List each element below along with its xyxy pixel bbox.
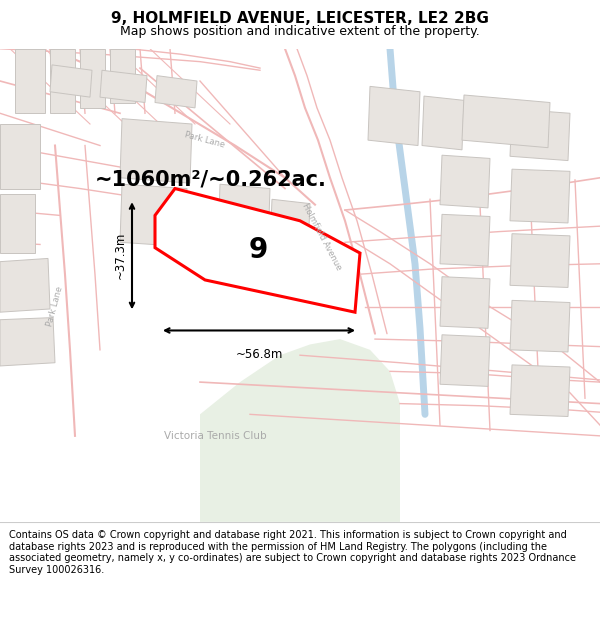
- Polygon shape: [440, 277, 490, 328]
- Text: ~56.8m: ~56.8m: [235, 348, 283, 361]
- Polygon shape: [422, 96, 464, 150]
- Polygon shape: [440, 214, 490, 266]
- Polygon shape: [462, 95, 550, 148]
- Polygon shape: [0, 124, 40, 189]
- Polygon shape: [510, 301, 570, 352]
- Polygon shape: [270, 199, 310, 251]
- Polygon shape: [50, 65, 92, 97]
- Polygon shape: [110, 49, 135, 102]
- Polygon shape: [510, 169, 570, 223]
- Polygon shape: [0, 194, 35, 253]
- Text: ~37.3m: ~37.3m: [114, 231, 127, 279]
- Polygon shape: [510, 365, 570, 416]
- Polygon shape: [120, 119, 192, 183]
- Polygon shape: [200, 339, 400, 522]
- Polygon shape: [120, 184, 187, 247]
- Polygon shape: [50, 49, 75, 113]
- Text: 9: 9: [248, 236, 268, 264]
- Polygon shape: [155, 76, 197, 108]
- Text: Map shows position and indicative extent of the property.: Map shows position and indicative extent…: [120, 25, 480, 38]
- Polygon shape: [440, 335, 490, 386]
- Text: ~1060m²/~0.262ac.: ~1060m²/~0.262ac.: [95, 170, 327, 190]
- Polygon shape: [155, 189, 360, 312]
- Polygon shape: [0, 318, 55, 366]
- Polygon shape: [510, 109, 570, 161]
- Text: Holmfield Avenue: Holmfield Avenue: [301, 202, 343, 272]
- Polygon shape: [15, 49, 45, 113]
- Polygon shape: [218, 184, 270, 247]
- Polygon shape: [100, 70, 147, 102]
- Text: 9, HOLMFIELD AVENUE, LEICESTER, LE2 2BG: 9, HOLMFIELD AVENUE, LEICESTER, LE2 2BG: [111, 11, 489, 26]
- Text: Contains OS data © Crown copyright and database right 2021. This information is : Contains OS data © Crown copyright and d…: [9, 530, 576, 575]
- Text: Park Lane: Park Lane: [46, 286, 65, 328]
- Polygon shape: [510, 234, 570, 288]
- Polygon shape: [368, 86, 420, 146]
- Polygon shape: [440, 155, 490, 208]
- Text: Victoria Tennis Club: Victoria Tennis Club: [164, 431, 266, 441]
- Polygon shape: [0, 258, 50, 312]
- Text: Park Lane: Park Lane: [184, 131, 226, 150]
- Polygon shape: [80, 49, 105, 108]
